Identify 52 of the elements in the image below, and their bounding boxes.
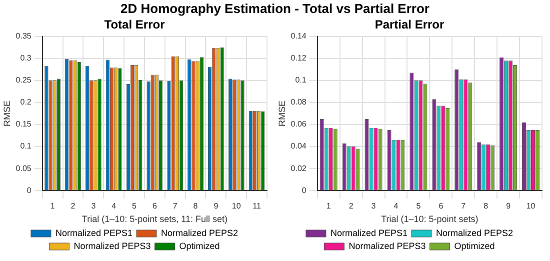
legend-label: Normalized PEPS1 [330, 228, 408, 238]
y-tick-label: 0.1 [20, 142, 32, 151]
x-tick-label: 5 [416, 202, 422, 211]
x-tick-label: 3 [91, 202, 96, 211]
y-tick-label: 0.04 [290, 142, 307, 151]
chart-title: Total Error [104, 18, 166, 32]
y-tick-label: 0.35 [16, 32, 32, 41]
x-tick-label: 4 [394, 202, 399, 211]
x-tick-label: 11 [252, 202, 262, 211]
x-tick-label: 10 [232, 202, 242, 211]
text: 2D Homography Estimation - Total vs Partial Error [120, 1, 430, 16]
x-tick-label: 5 [132, 202, 138, 211]
x-axis-title: Trial (1–10: 5-point sets, 11: Full set) [82, 214, 228, 224]
y-tick-label: 0 [302, 186, 307, 195]
y-tick-label: 0.06 [290, 120, 307, 129]
x-tick-label: 8 [193, 202, 198, 211]
y-tick-label: 0.14 [290, 32, 307, 41]
x-tick-label: 7 [172, 202, 178, 211]
x-tick-label: 2 [348, 202, 354, 211]
y-tick-label: 0 [26, 186, 32, 195]
x-axis-title: Trial (1–10: 5-point sets) [381, 214, 478, 224]
x-tick-label: 2 [70, 202, 76, 211]
legend-label: Normalized PEPS2 [161, 228, 238, 238]
y-tick-label: 0.15 [16, 120, 32, 129]
y-axis-title: RMSE [276, 100, 287, 127]
y-tick-label: 0.2 [20, 98, 32, 107]
legend-label: Optimized [454, 240, 495, 251]
x-tick-label: 8 [484, 202, 489, 211]
y-tick-label: 0.25 [16, 76, 32, 85]
x-tick-label: 9 [214, 202, 219, 211]
chart-title: Partial Error [374, 18, 445, 32]
y-tick-label: 0.3 [20, 54, 32, 63]
legend-label: Normalized PEPS1 [55, 228, 133, 238]
legend-label: Normalized PEPS2 [436, 228, 514, 238]
x-tick-label: 9 [506, 202, 512, 211]
x-tick-label: 1 [50, 202, 56, 211]
x-tick-label: 3 [371, 202, 376, 211]
x-tick-label: 7 [461, 202, 466, 211]
y-axis-title: RMSE [2, 100, 12, 127]
y-tick-label: 0.02 [290, 164, 307, 173]
legend-label: Normalized PEPS3 [348, 240, 426, 251]
legend-label: Optimized [179, 240, 220, 251]
y-tick-label: 0.08 [290, 98, 307, 107]
x-tick-label: 6 [152, 202, 158, 211]
x-tick-label: 10 [526, 202, 536, 211]
x-tick-label: 4 [112, 202, 117, 211]
y-tick-label: 0.1 [295, 76, 307, 85]
y-tick-label: 0.05 [16, 164, 32, 173]
x-tick-label: 1 [326, 202, 332, 211]
legend-label: Normalized PEPS3 [74, 240, 151, 251]
x-tick-label: 6 [438, 202, 444, 211]
y-tick-label: 0.12 [290, 54, 307, 63]
